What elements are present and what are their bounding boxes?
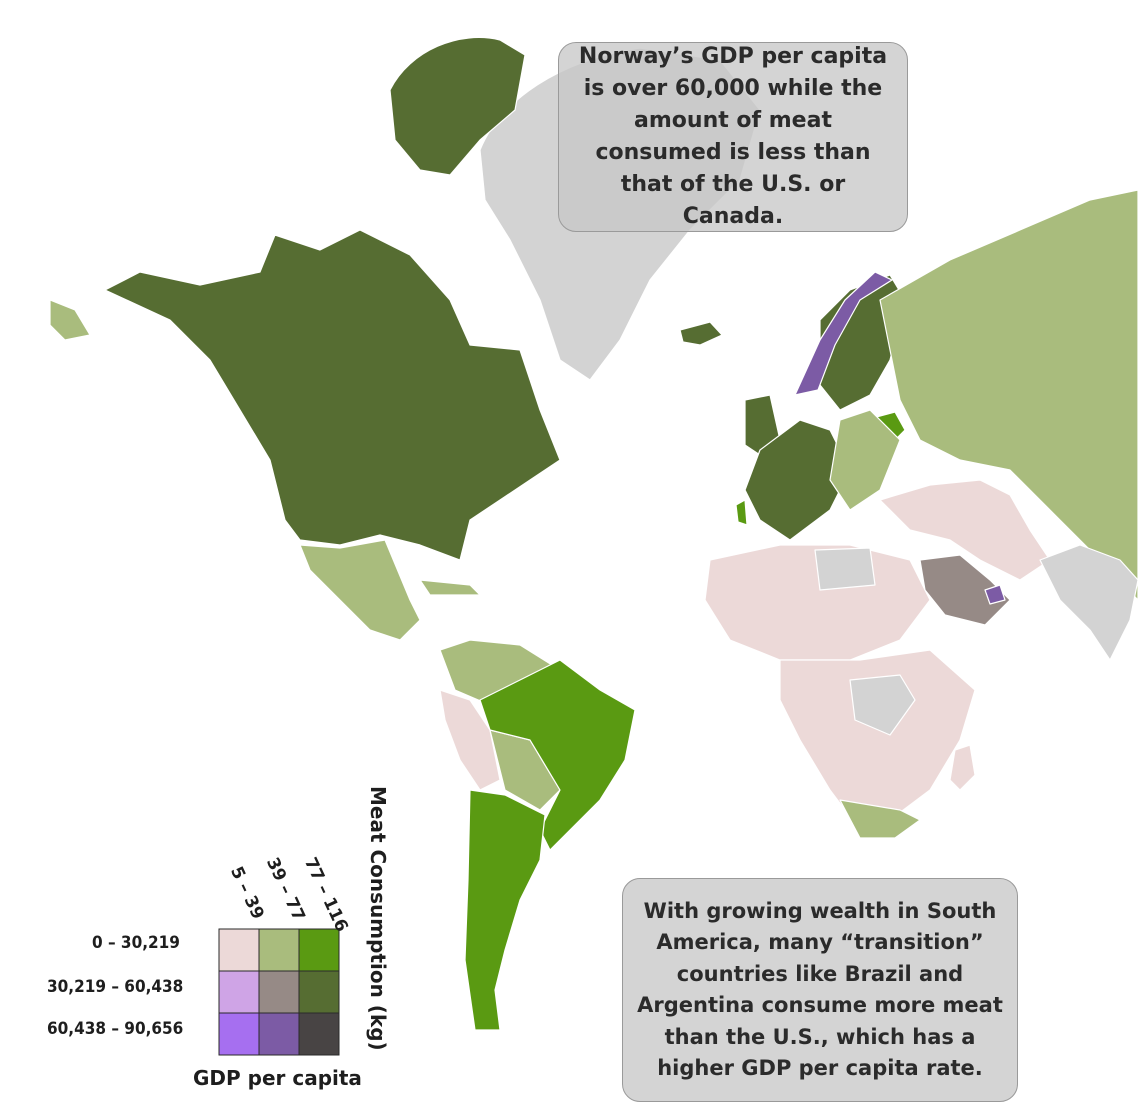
brazil <box>479 659 636 851</box>
peru-ecuador <box>439 689 501 791</box>
legend-swatch-r1-c1 <box>218 928 260 972</box>
portugal <box>735 499 748 526</box>
western-europe <box>744 419 851 541</box>
drc-congo <box>849 674 916 736</box>
madagascar <box>949 744 976 791</box>
south-america-callout: With growing wealth in South America, ma… <box>622 878 1018 1102</box>
uae-area <box>984 584 1006 605</box>
legend-swatch-r3-c1 <box>218 1012 260 1056</box>
legend-gdp-bin-1: 0 – 30,219 <box>92 933 180 953</box>
legend-swatch-r1-c2 <box>258 928 300 972</box>
eastern-europe-balkans <box>829 409 901 511</box>
svalbard-arctic-islands <box>389 36 526 176</box>
caribbean-islands <box>419 579 481 596</box>
legend-swatch-r3-c2 <box>258 1012 300 1056</box>
legend-swatch-r1-c3 <box>298 928 340 972</box>
south-asia <box>1039 544 1138 661</box>
north-america-usa-canada <box>104 229 561 561</box>
norway <box>794 271 893 396</box>
argentina-chile <box>464 789 546 1031</box>
south-america-callout-text: With growing wealth in South America, ma… <box>637 898 1003 1081</box>
norway-callout-text: Norway’s GDP per capita is over 60,000 w… <box>578 44 888 229</box>
legend-swatch-r2-c1 <box>218 970 260 1014</box>
alaska-west-tip <box>49 299 91 341</box>
legend-x-axis-title: GDP per capita <box>193 1066 362 1090</box>
legend-y-axis-title: Meat Consumption (kg) <box>366 786 390 1051</box>
legend-gdp-bin-3: 60,438 – 90,656 <box>47 1019 184 1039</box>
southern-africa <box>839 799 921 839</box>
legend-gdp-bin-2: 30,219 – 60,438 <box>47 977 184 997</box>
legend-swatch-r2-c2 <box>258 970 300 1014</box>
libya-area <box>814 547 876 591</box>
iceland <box>679 321 723 346</box>
legend-swatch-r3-c3 <box>298 1012 340 1056</box>
norway-callout: Norway’s GDP per capita is over 60,000 w… <box>558 42 908 232</box>
arabian-peninsula <box>919 554 1011 626</box>
central-africa <box>779 649 976 831</box>
legend-swatch-r2-c3 <box>298 970 340 1014</box>
mexico-central-america <box>299 539 421 641</box>
